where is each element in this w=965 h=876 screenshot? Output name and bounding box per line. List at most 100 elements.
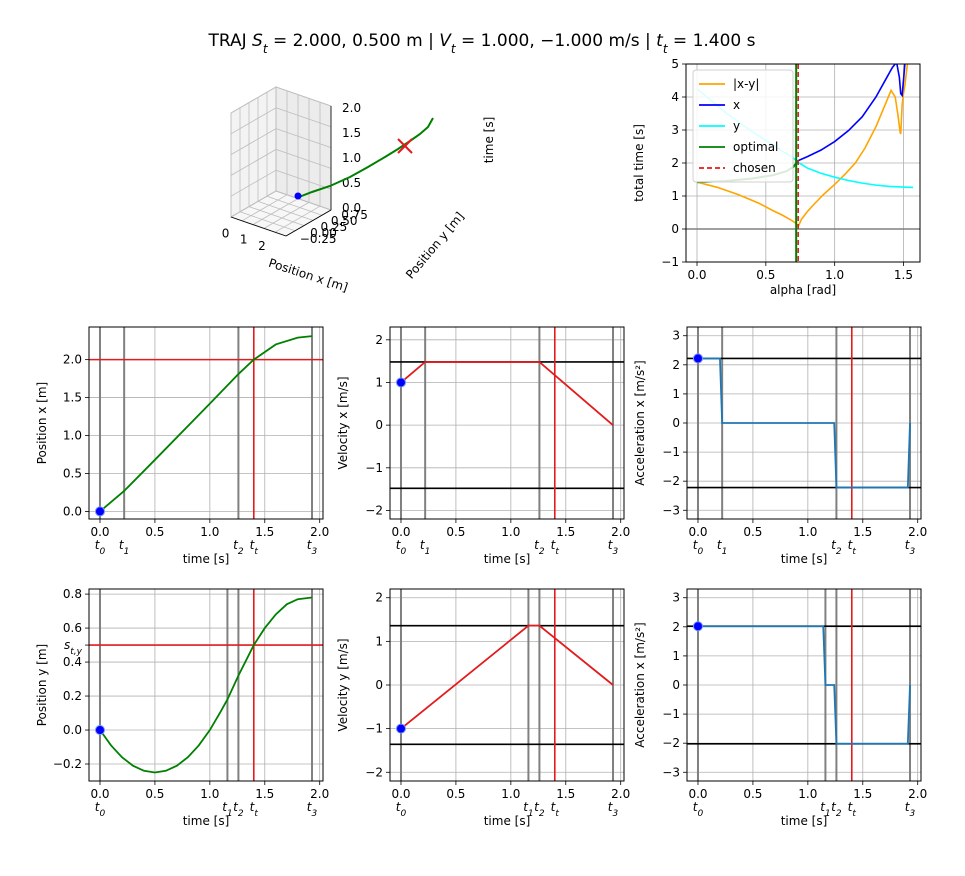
time-marker-label: t1 <box>523 800 533 819</box>
legend-box <box>692 69 794 183</box>
z-tick-label: 0.5 <box>342 176 361 190</box>
time-marker-label: tt <box>250 800 259 819</box>
position-x-chart: 0.0 0.5 1.0 1.5 2.0 0.0 0.5 1.0 1.5 2.0 time [s] Po… <box>35 326 329 566</box>
y-extra-tick-label: st,y <box>64 638 83 657</box>
y-tick-label: −1 <box>365 722 383 736</box>
y-tick-label: 0 <box>672 416 680 430</box>
time-marker-label: t0 <box>693 800 704 819</box>
time-marker-label: t1 <box>420 538 430 557</box>
y-tick-label: 1 <box>671 189 679 203</box>
x-tick-label: 2.0 <box>908 787 927 801</box>
z-axis-label: time [s] <box>482 117 496 164</box>
y-tick-label: −1 <box>365 461 383 475</box>
time-marker-label: t2 <box>233 538 244 557</box>
legend: |x-y| xy optimal chosen <box>692 69 794 183</box>
x-axis-label: time [s] <box>484 814 531 828</box>
x-tick-label: 1.0 <box>200 787 219 801</box>
start-point <box>395 377 406 388</box>
time-marker-label: tt <box>848 538 857 557</box>
x-tick-label: 1.5 <box>255 525 274 539</box>
x-axis-label: time [s] <box>781 814 828 828</box>
x-tick-label: 0.0 <box>391 787 410 801</box>
trajectory-3d-chart: 0 1 2 −0.250.000.250.500.750.0 0.5 1.0 1.5 2.0 P… <box>222 86 496 295</box>
y-tick-label: −1 <box>661 255 679 269</box>
pane-gridline <box>241 194 288 222</box>
x-tick-label: 2 <box>258 239 266 253</box>
pane-gridline <box>275 86 332 107</box>
y-tick-label: 0.50 <box>331 214 358 228</box>
axis-edge <box>230 216 287 237</box>
x-tick-label: 1.0 <box>200 525 219 539</box>
legend-label: |x-y| <box>733 77 759 91</box>
time-marker-label: t3 <box>905 538 916 557</box>
pane-gridline <box>257 201 314 221</box>
pane-gridline <box>275 190 332 211</box>
time-marker-label: t0 <box>396 800 407 819</box>
y-tick-label: 0.25 <box>321 220 348 234</box>
series-line-optimal <box>99 596 313 774</box>
start-point <box>94 506 105 517</box>
time-marker-label: tt <box>848 800 857 819</box>
x-tick-label: 0.0 <box>90 525 109 539</box>
target-marker <box>397 138 413 154</box>
pane-gridline <box>275 128 332 148</box>
time-marker-label: t3 <box>307 800 318 819</box>
x-axis-label: time [s] <box>183 552 230 566</box>
legend-label: x <box>733 98 740 112</box>
start-point <box>294 192 302 200</box>
pane-gridline <box>230 107 277 135</box>
time-marker-label: t2 <box>233 800 244 819</box>
time-marker-label: t2 <box>831 800 842 819</box>
pane-gridline <box>230 169 277 197</box>
time-marker-label: t2 <box>534 800 545 819</box>
x-tick-label: 0.5 <box>446 787 465 801</box>
x-tick-label: 2.0 <box>908 525 927 539</box>
time-marker-label: t1 <box>222 800 232 819</box>
pane-gridline <box>230 128 277 155</box>
time-marker-label: t0 <box>95 800 106 819</box>
time-marker-label: t3 <box>608 800 619 819</box>
position-y-chart: 0.0 0.5 1.0 1.5 2.0 −0.2 0.0 0.2 0.4 0.6 0.8 st,y ti… <box>35 587 329 828</box>
y-tick-label: 0 <box>375 418 383 432</box>
pane-gridline <box>252 198 299 225</box>
x-axis-label: time [s] <box>183 814 230 828</box>
z-tick-label: 1.0 <box>342 151 361 165</box>
x-tick-label: 2.0 <box>611 787 630 801</box>
pane-gridline <box>275 107 332 128</box>
x-tick-label: 0.5 <box>145 525 164 539</box>
time-marker-label: t1 <box>119 538 129 557</box>
x-tick-label: 0.0 <box>687 268 706 282</box>
y-tick-label: 0 <box>671 222 679 236</box>
series-line-optimal <box>400 624 614 730</box>
y-tick-label: 1 <box>375 634 383 648</box>
x-tick-label: 1.0 <box>501 525 520 539</box>
y-tick-label: 0 <box>375 678 383 692</box>
y-axis-label: Position x [m] <box>35 382 49 465</box>
time-marker-label: t1 <box>820 800 830 819</box>
pane-gridline <box>230 190 277 218</box>
y-tick-label: 1 <box>672 649 680 663</box>
legend-label: optimal <box>733 140 778 154</box>
y-tick-label: 2 <box>375 591 383 605</box>
y-tick-label: 2 <box>672 358 680 372</box>
x-tick-label: 0.5 <box>743 525 762 539</box>
y-tick-label: 2 <box>375 333 383 347</box>
pane-gridline <box>263 202 310 229</box>
axes-frame <box>88 588 324 782</box>
y-axis-label: total time [s] <box>632 124 646 202</box>
velocity-x-chart: 0.0 0.5 1.0 1.5 2.0 −2 −1 0 1 2 time [s] Velocity x… <box>336 326 630 566</box>
y-axis-label: Position y [m] <box>403 209 467 281</box>
y-tick-label: 1 <box>672 387 680 401</box>
start-point <box>692 353 703 364</box>
x-tick-label: 0.0 <box>391 525 410 539</box>
x-axis-label: time [s] <box>484 552 531 566</box>
time-marker-label: t2 <box>831 538 842 557</box>
y-axis-label: Acceleration x [m/s²] <box>633 360 647 485</box>
x-tick-label: 1 <box>240 233 248 247</box>
y-tick-label: −2 <box>365 503 383 517</box>
plot-area <box>390 327 624 519</box>
pane-gridline <box>266 195 323 216</box>
y-tick-label: −1 <box>662 707 680 721</box>
y-tick-label: 0.2 <box>63 689 82 703</box>
